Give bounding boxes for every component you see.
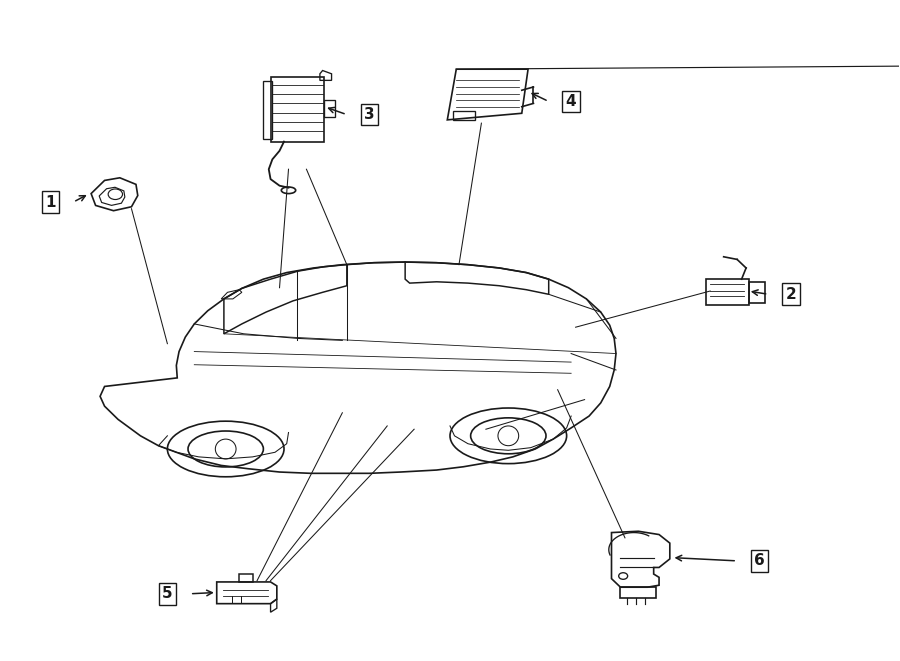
Text: 4: 4: [566, 94, 576, 109]
Text: 3: 3: [364, 107, 374, 122]
Bar: [239, 574, 253, 582]
Bar: [453, 110, 475, 120]
Text: 6: 6: [754, 553, 765, 568]
Text: 2: 2: [786, 287, 796, 302]
Text: 1: 1: [46, 194, 56, 210]
Bar: [324, 100, 335, 116]
Bar: [271, 77, 324, 141]
Bar: [264, 81, 273, 139]
Text: 5: 5: [162, 586, 173, 602]
Bar: [620, 587, 656, 598]
Bar: [706, 279, 749, 305]
Bar: [749, 282, 765, 303]
